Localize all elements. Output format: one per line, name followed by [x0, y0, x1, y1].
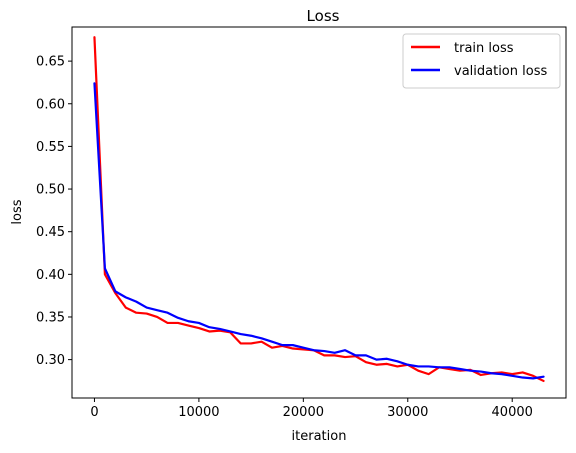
y-tick-label: 0.35 — [36, 310, 65, 325]
y-tick-label: 0.60 — [36, 97, 65, 112]
plot-lines — [93, 36, 545, 383]
x-tick-label: 0 — [90, 405, 98, 420]
x-axis-ticks: 0 10000 20000 30000 40000 — [90, 398, 533, 420]
legend-frame — [402, 33, 561, 89]
y-axis-label: loss — [10, 199, 25, 224]
y-tick-label: 0.30 — [36, 353, 65, 368]
y-axis-ticks: 0.30 0.35 0.40 0.45 0.50 0.55 0.60 0.65 — [36, 55, 72, 368]
plot-frame — [71, 26, 567, 399]
series-line-validation-loss — [93, 82, 545, 380]
x-axis-label: iteration — [292, 429, 347, 444]
legend-label-validation-loss: validation loss — [454, 64, 547, 79]
chart-title: Loss — [307, 7, 340, 25]
legend-label-train-loss: train loss — [454, 41, 514, 56]
y-tick-label: 0.50 — [36, 183, 65, 198]
x-tick-label: 10000 — [178, 405, 219, 420]
y-tick-label: 0.40 — [36, 268, 65, 283]
x-tick-label: 20000 — [283, 405, 324, 420]
y-tick-label: 0.65 — [36, 55, 65, 70]
y-tick-label: 0.55 — [36, 140, 65, 155]
x-tick-label: 40000 — [492, 405, 533, 420]
x-tick-label: 30000 — [387, 405, 428, 420]
legend: train loss validation loss — [402, 33, 561, 89]
y-tick-label: 0.45 — [36, 225, 65, 240]
